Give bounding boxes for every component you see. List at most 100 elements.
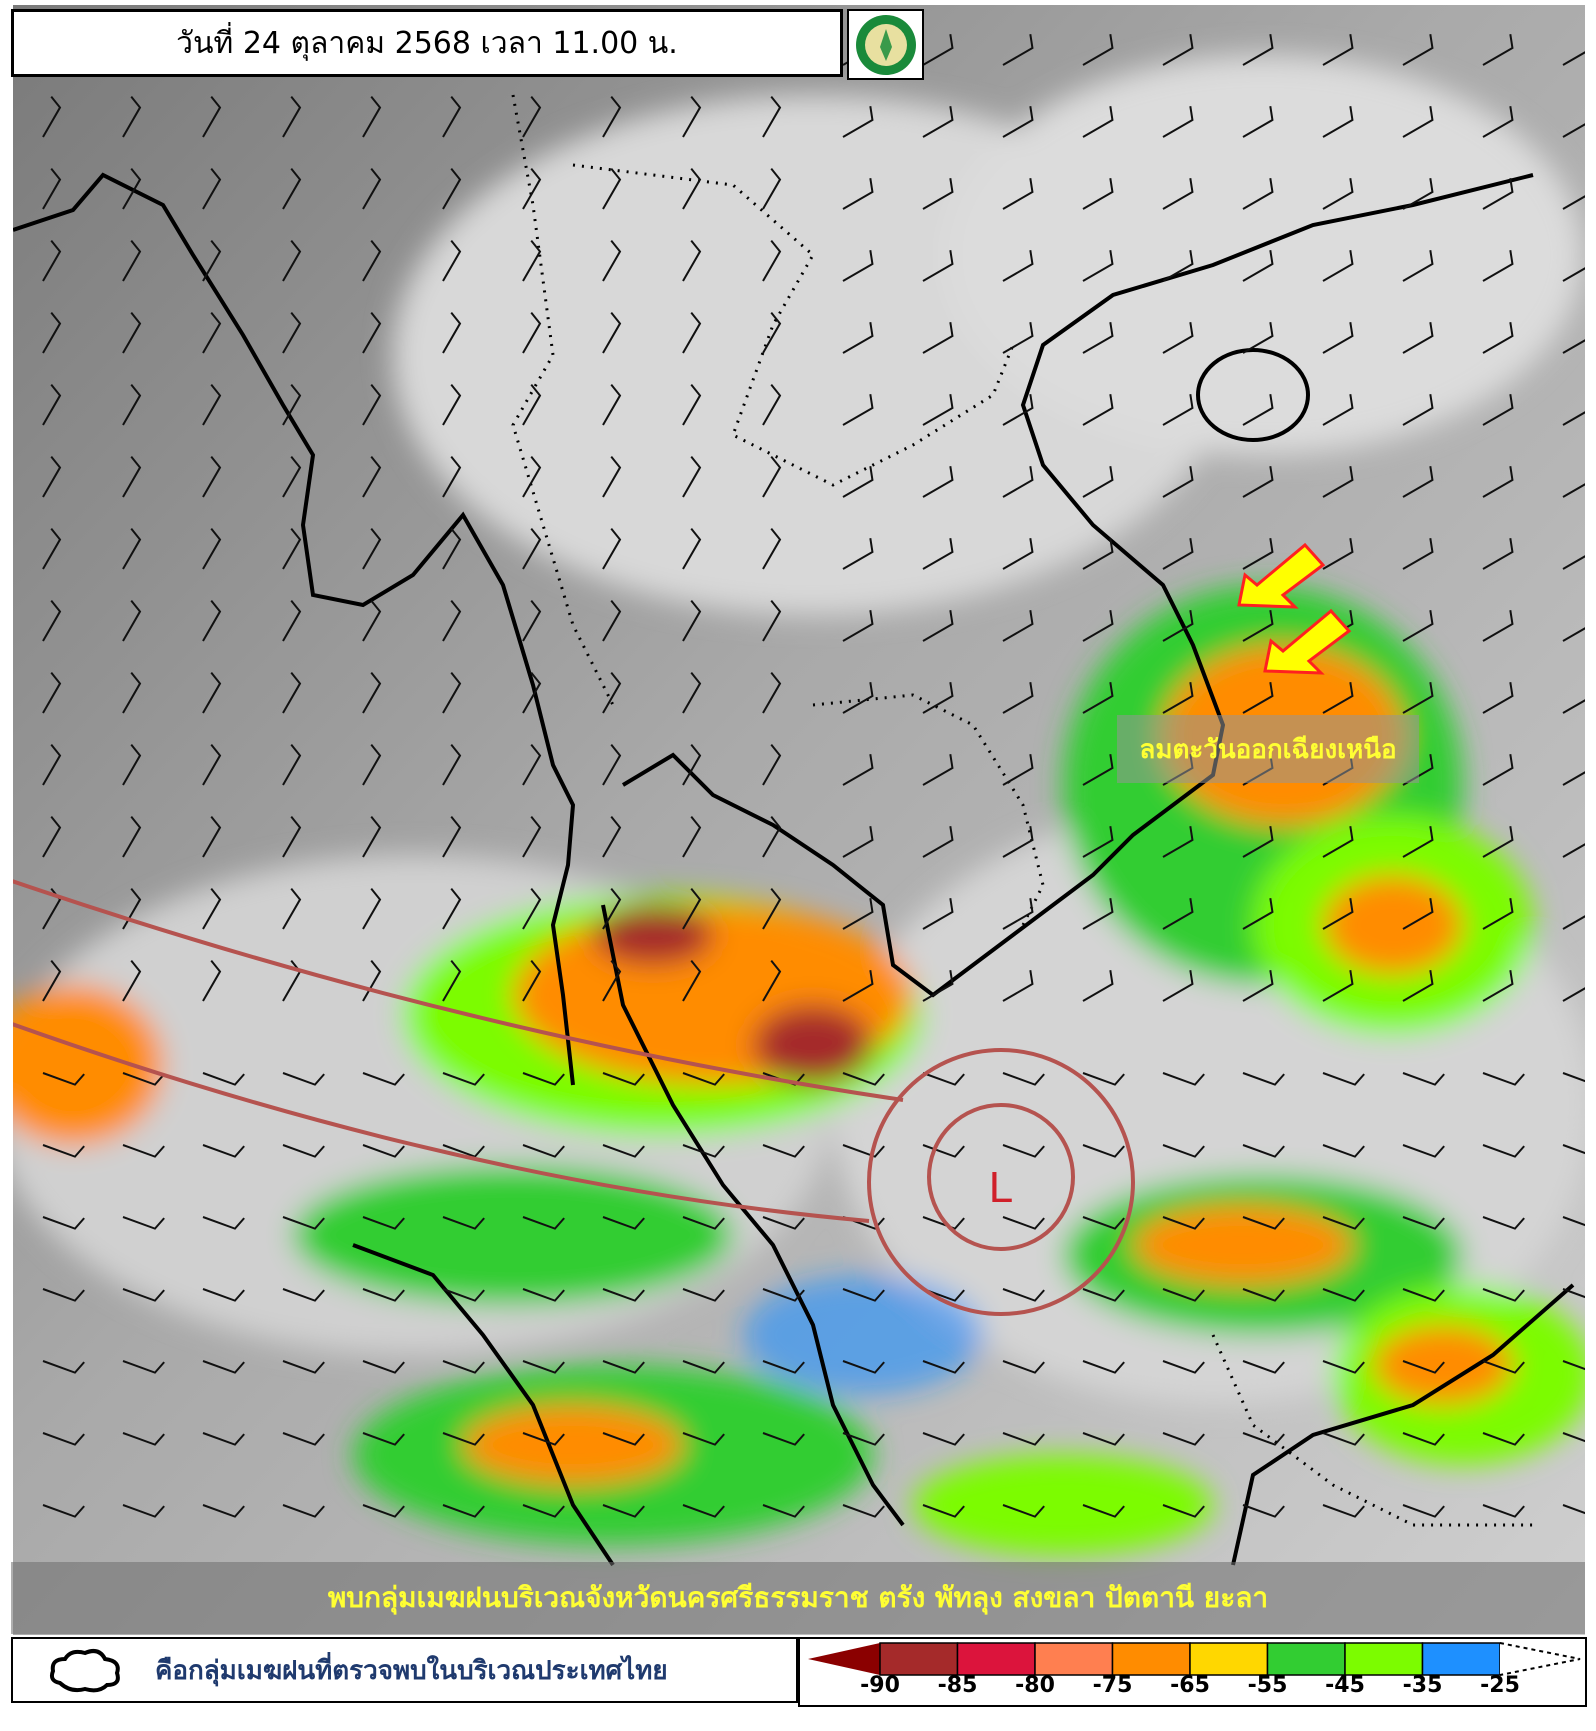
wind-barb <box>1402 1288 1445 1302</box>
wind-barb <box>442 600 462 642</box>
wind-barb <box>682 672 702 714</box>
wind-barb <box>1322 1504 1365 1518</box>
wind-barb <box>1322 1216 1365 1230</box>
wind-barb <box>1562 1144 1585 1155</box>
wind-barb <box>42 1360 85 1374</box>
wind-barb <box>1242 34 1274 66</box>
wind-barb <box>202 240 222 282</box>
wind-barb <box>762 1360 805 1374</box>
wind-barb <box>1402 1072 1445 1086</box>
wind-barb <box>1162 106 1194 138</box>
wind-barb <box>762 888 782 930</box>
wind-barb <box>842 538 874 570</box>
wind-barb <box>42 1144 85 1158</box>
wind-barb <box>1322 34 1354 66</box>
scale-tick-label: -65 <box>1170 1673 1210 1698</box>
wind-barb <box>1562 915 1585 930</box>
wind-barb <box>602 96 622 138</box>
wind-barb <box>1562 1072 1585 1083</box>
wind-barb <box>682 1144 725 1158</box>
wind-barb <box>202 744 222 786</box>
wind-barb <box>842 466 874 498</box>
wind-barb <box>1162 1072 1205 1086</box>
wind-barb <box>442 816 462 858</box>
wind-barb <box>602 888 622 930</box>
wind-barb <box>1562 51 1585 66</box>
wind-barb <box>842 682 874 714</box>
wind-barb <box>922 754 954 786</box>
wind-barb <box>1242 1072 1285 1086</box>
wind-barb <box>282 240 302 282</box>
wind-barb <box>1402 538 1434 570</box>
wind-barb <box>1562 699 1585 714</box>
wind-barb <box>1402 250 1434 282</box>
wind-label-text: ลมตะวันออกเฉียงเหนือ <box>1139 734 1397 765</box>
wind-barb <box>682 384 702 426</box>
wind-barb <box>762 1144 805 1158</box>
wind-barb <box>1562 1288 1585 1299</box>
wind-barb <box>1562 1216 1585 1227</box>
wind-barb <box>122 744 142 786</box>
wind-barb <box>1242 1360 1285 1374</box>
wind-barb <box>1562 987 1585 1002</box>
wind-barb <box>1082 538 1114 570</box>
wind-barb <box>442 312 462 354</box>
wind-barb <box>42 1504 85 1518</box>
wind-barb <box>1482 1360 1525 1374</box>
wind-barb <box>1002 898 1034 930</box>
wind-barb <box>362 168 382 210</box>
trough-line-south <box>13 1022 870 1223</box>
wind-barb <box>922 1504 965 1518</box>
wind-barb <box>1002 1144 1045 1158</box>
scale-swatch <box>879 1642 959 1676</box>
wind-barb <box>42 888 62 930</box>
wind-barb <box>922 178 954 210</box>
wind-barb <box>682 1360 725 1374</box>
wind-barb <box>282 1288 325 1302</box>
wind-barb <box>202 1216 245 1230</box>
wind-barb <box>1002 106 1034 138</box>
wind-barb <box>282 312 302 354</box>
wind-barb <box>42 384 62 426</box>
trough-line-north <box>13 879 904 1102</box>
wind-arrows <box>1237 542 1352 675</box>
wind-barb <box>842 106 874 138</box>
wind-barb <box>362 312 382 354</box>
wind-barb <box>762 240 782 282</box>
wind-barb <box>922 1072 965 1086</box>
wind-barb <box>122 1072 165 1086</box>
low-pressure-area: L <box>867 1048 1135 1316</box>
wind-barb <box>122 1504 165 1518</box>
wind-barb <box>442 1504 485 1518</box>
scale-swatch <box>1266 1642 1346 1676</box>
wind-barb <box>442 1216 485 1230</box>
wind-barb <box>202 528 222 570</box>
wind-barb <box>442 96 462 138</box>
wind-barb <box>602 744 622 786</box>
trough-lines <box>13 879 904 1223</box>
wind-barb <box>762 672 782 714</box>
wind-barb <box>1482 826 1514 858</box>
wind-barb <box>1002 970 1034 1002</box>
wind-barb <box>602 960 622 1002</box>
wind-barb <box>1482 1144 1525 1158</box>
wind-barb <box>362 456 382 498</box>
wind-barb <box>122 456 142 498</box>
wind-barb <box>602 1360 645 1374</box>
wind-barb <box>202 1504 245 1518</box>
wind-barb <box>1482 1288 1525 1302</box>
wind-barb <box>682 456 702 498</box>
wind-barb <box>442 456 462 498</box>
wind-barb <box>1482 250 1514 282</box>
wind-barb <box>1322 1144 1365 1158</box>
wind-barb <box>442 384 462 426</box>
coastlines <box>13 172 1575 1567</box>
wind-barb <box>602 600 622 642</box>
wind-barb <box>1162 322 1194 354</box>
wind-barb <box>1562 411 1585 426</box>
scale-swatch <box>1499 1642 1581 1676</box>
wind-barb <box>122 240 142 282</box>
wind-barb <box>122 312 142 354</box>
wind-barb <box>1002 322 1034 354</box>
wind-barb <box>1562 555 1585 570</box>
